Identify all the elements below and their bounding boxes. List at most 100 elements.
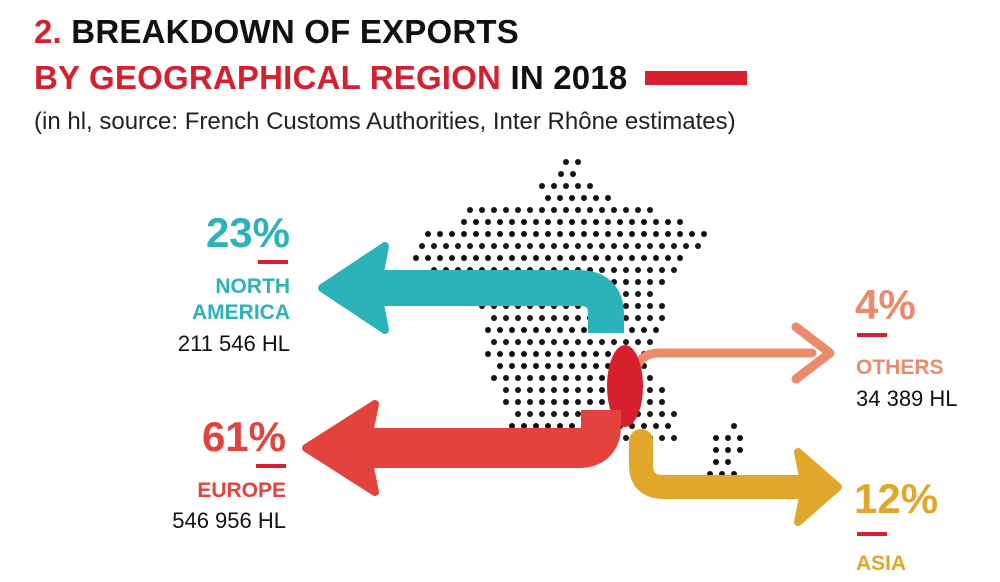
map-dot	[521, 423, 527, 429]
map-dot	[509, 255, 515, 261]
map-dot	[647, 279, 653, 285]
map-dot	[587, 243, 593, 249]
europe-arrowhead	[302, 400, 379, 496]
map-dot	[437, 255, 443, 261]
map-dot	[575, 183, 581, 189]
map-dot	[557, 255, 563, 261]
map-dot	[599, 267, 605, 273]
map-dot	[677, 219, 683, 225]
map-dot	[431, 243, 437, 249]
map-dot	[671, 267, 677, 273]
map-dot	[737, 435, 743, 441]
map-dot	[479, 207, 485, 213]
map-dot	[485, 351, 491, 357]
map-dot	[497, 255, 503, 261]
map-dot	[725, 447, 731, 453]
map-dot	[599, 375, 605, 381]
asia-label: ASIA	[856, 552, 907, 575]
map-dot	[623, 435, 629, 441]
map-dot	[563, 183, 569, 189]
map-dot	[461, 231, 467, 237]
map-dot	[497, 351, 503, 357]
map-dot	[539, 399, 545, 405]
map-dot	[521, 351, 527, 357]
map-dot	[551, 375, 557, 381]
map-dot	[659, 303, 665, 309]
map-dot	[569, 219, 575, 225]
others-dash	[857, 333, 887, 337]
map-dot	[599, 207, 605, 213]
map-dot	[593, 219, 599, 225]
map-dot	[557, 351, 563, 357]
map-dot	[587, 339, 593, 345]
map-dot	[659, 435, 665, 441]
map-dot	[575, 375, 581, 381]
north-america-percent: 23%	[205, 209, 290, 256]
map-dot	[653, 423, 659, 429]
map-dot	[461, 255, 467, 261]
title-text-2-black: IN 2018	[510, 59, 628, 96]
map-dot	[515, 315, 521, 321]
map-dot	[467, 243, 473, 249]
map-dot	[557, 219, 563, 225]
map-dot	[647, 339, 653, 345]
map-dot	[539, 375, 545, 381]
map-dot	[641, 255, 647, 261]
asia-percent: 12%	[854, 475, 939, 522]
map-dot	[605, 219, 611, 225]
map-dot	[647, 387, 653, 393]
asia-dash	[857, 532, 887, 536]
map-dot	[647, 303, 653, 309]
map-dot	[599, 339, 605, 345]
map-dot	[701, 231, 707, 237]
map-dot	[581, 327, 587, 333]
map-dot	[641, 327, 647, 333]
north-america-dash	[258, 260, 288, 264]
map-dot	[623, 291, 629, 297]
map-dot	[605, 195, 611, 201]
map-dot	[527, 315, 533, 321]
map-dot	[533, 255, 539, 261]
north-america-arrowhead	[318, 242, 389, 334]
map-dot	[503, 375, 509, 381]
map-dot	[491, 339, 497, 345]
map-dot	[725, 459, 731, 465]
map-dot	[683, 243, 689, 249]
map-dot	[527, 399, 533, 405]
map-dot	[581, 255, 587, 261]
map-dot	[443, 243, 449, 249]
map-dot	[497, 231, 503, 237]
map-dot	[611, 339, 617, 345]
map-dot	[623, 339, 629, 345]
map-dot	[665, 255, 671, 261]
map-dot	[581, 195, 587, 201]
map-dot	[563, 399, 569, 405]
map-dot	[545, 423, 551, 429]
map-dot	[623, 315, 629, 321]
map-dot	[575, 387, 581, 393]
map-dot	[659, 387, 665, 393]
asia-arrowhead	[794, 448, 842, 526]
map-dot	[503, 207, 509, 213]
map-dot	[491, 207, 497, 213]
map-dot	[581, 363, 587, 369]
map-dot	[551, 243, 557, 249]
map-dot	[515, 243, 521, 249]
map-dot	[575, 159, 581, 165]
map-dot	[521, 363, 527, 369]
map-dot	[461, 219, 467, 225]
map-dot	[641, 423, 647, 429]
map-dot	[569, 423, 575, 429]
map-dot	[551, 183, 557, 189]
map-dot	[497, 219, 503, 225]
map-dot	[695, 243, 701, 249]
map-dot	[545, 363, 551, 369]
map-dot	[563, 387, 569, 393]
map-dot	[503, 399, 509, 405]
map-dot	[467, 207, 473, 213]
map-dot	[521, 219, 527, 225]
map-dot	[569, 195, 575, 201]
map-dot	[521, 255, 527, 261]
map-dot	[689, 231, 695, 237]
map-dot	[551, 339, 557, 345]
